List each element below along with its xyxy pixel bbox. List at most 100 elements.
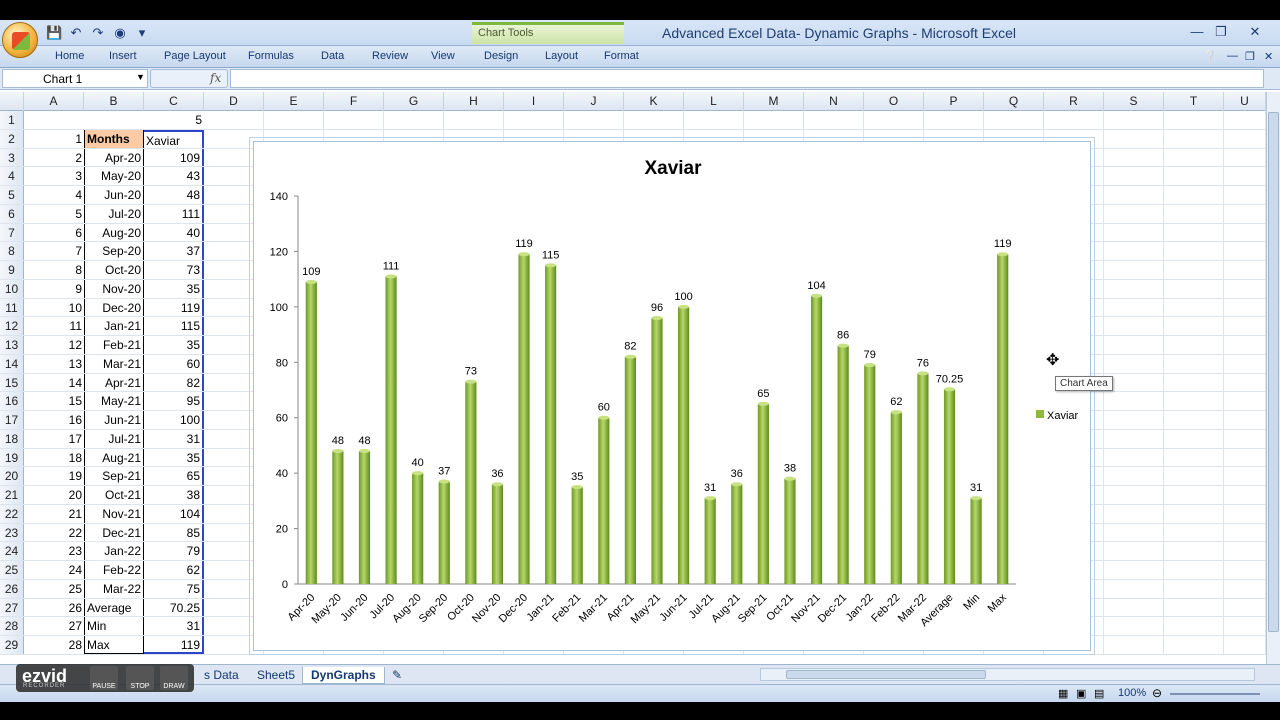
cell-index[interactable]: 16 <box>68 413 82 427</box>
cell-index[interactable]: 7 <box>75 244 82 259</box>
cell-month[interactable]: Nov-21 <box>84 504 144 523</box>
row-header[interactable]: 26 <box>0 579 24 598</box>
cell-a2[interactable]: 1 <box>75 131 82 146</box>
cell-value[interactable]: 31 <box>144 429 204 448</box>
page-layout-view-icon[interactable]: ▣ <box>1076 688 1087 700</box>
vertical-scrollbar[interactable] <box>1266 92 1280 664</box>
row-header[interactable]: 2 <box>0 129 24 148</box>
column-header[interactable]: Q <box>984 92 1044 111</box>
cell-index[interactable]: 20 <box>68 488 82 502</box>
cell-value[interactable]: 35 <box>144 448 204 467</box>
tab-data[interactable]: Data <box>321 50 345 62</box>
insert-function-icon[interactable]: fx <box>210 71 222 85</box>
cell-value[interactable]: 115 <box>144 317 204 335</box>
row-header[interactable]: 17 <box>0 411 24 429</box>
column-header[interactable]: M <box>744 92 804 111</box>
cell-value[interactable]: 95 <box>144 392 204 410</box>
normal-view-icon[interactable]: ▦ <box>1058 688 1069 700</box>
cell-index[interactable]: 10 <box>68 300 82 315</box>
cell-month[interactable]: Jul-21 <box>84 429 144 448</box>
sheet-tab-dyngraphs[interactable]: DynGraphs <box>302 667 385 684</box>
restore-window-icon[interactable]: ❐ <box>1215 24 1227 39</box>
zoom-level[interactable]: 100% <box>1118 687 1147 699</box>
cell-index[interactable]: 22 <box>68 525 82 540</box>
cell-value[interactable]: 119 <box>144 636 204 654</box>
cell-value[interactable]: 82 <box>144 373 204 392</box>
row-header[interactable]: 15 <box>0 373 24 392</box>
row-header[interactable]: 10 <box>0 279 24 298</box>
column-header[interactable]: H <box>444 92 504 111</box>
cell-month[interactable]: Sep-20 <box>84 242 144 260</box>
row-header[interactable]: 27 <box>0 598 24 617</box>
column-header[interactable]: K <box>624 92 684 111</box>
cell-value[interactable]: 62 <box>144 561 204 579</box>
row-header[interactable]: 7 <box>0 223 24 242</box>
cell-month[interactable]: May-20 <box>84 167 144 185</box>
row-header[interactable]: 18 <box>0 429 24 448</box>
cell-index[interactable]: 5 <box>75 206 82 221</box>
column-header[interactable]: R <box>1044 92 1104 111</box>
row-header[interactable]: 8 <box>0 242 24 260</box>
cell-month[interactable]: Aug-20 <box>84 223 144 242</box>
column-header[interactable]: D <box>204 92 264 111</box>
row-header[interactable]: 28 <box>0 617 24 635</box>
help-icon[interactable]: ❔ <box>1203 51 1217 63</box>
chart-area[interactable]: Xaviar 0 20 40 60 80 100 120 140 109 Apr-20 48 May-2… <box>253 141 1091 651</box>
cell-month[interactable]: Min <box>84 617 144 635</box>
office-button[interactable] <box>2 22 38 58</box>
cell-month[interactable]: Feb-21 <box>84 336 144 354</box>
row-header[interactable]: 13 <box>0 336 24 354</box>
cell-value[interactable]: 75 <box>144 579 204 598</box>
cell-month[interactable]: Mar-22 <box>84 579 144 598</box>
cell-index[interactable]: 21 <box>68 506 82 521</box>
cell-value[interactable]: 43 <box>144 167 204 185</box>
cell-value[interactable]: 60 <box>144 354 204 373</box>
zoom-out-icon[interactable]: ⊖ <box>1152 686 1163 700</box>
pause-button[interactable]: PAUSE <box>90 666 118 690</box>
column-header[interactable]: F <box>324 92 384 111</box>
column-header[interactable]: J <box>564 92 624 111</box>
cell-month[interactable]: May-21 <box>84 392 144 410</box>
column-chart[interactable]: Xaviar020406080100120140109Apr-2048May-2… <box>254 142 1092 652</box>
cell-month[interactable]: Dec-21 <box>84 523 144 542</box>
cell-index[interactable]: 19 <box>68 469 82 484</box>
cell-month[interactable]: Mar-21 <box>84 354 144 373</box>
column-header[interactable]: N <box>804 92 864 111</box>
column-header[interactable]: T <box>1164 92 1224 111</box>
cell-index[interactable]: 6 <box>75 225 82 240</box>
tab-insert[interactable]: Insert <box>109 50 137 62</box>
formula-input[interactable] <box>230 69 1264 88</box>
cell-value[interactable]: 31 <box>144 617 204 635</box>
row-header[interactable]: 14 <box>0 354 24 373</box>
row-header[interactable]: 11 <box>0 298 24 317</box>
cell-month[interactable]: Average <box>84 598 144 617</box>
ribbon-restore-icon[interactable]: ❐ <box>1245 51 1255 63</box>
close-window-icon[interactable]: ✕ <box>1249 24 1261 39</box>
cell-month[interactable]: Apr-21 <box>84 373 144 392</box>
cell-value[interactable]: 65 <box>144 467 204 485</box>
cell-index[interactable]: 2 <box>75 150 82 165</box>
row-header[interactable]: 9 <box>0 261 24 279</box>
cell-index[interactable]: 12 <box>68 338 82 352</box>
cell-month[interactable]: Oct-20 <box>84 261 144 279</box>
cell-value[interactable]: 119 <box>144 298 204 317</box>
horizontal-scrollbar[interactable] <box>760 668 1255 681</box>
cell-value[interactable]: 48 <box>144 186 204 204</box>
column-header[interactable]: P <box>924 92 984 111</box>
cell-index[interactable]: 3 <box>75 169 82 184</box>
row-header[interactable]: 4 <box>0 167 24 185</box>
column-header[interactable]: C <box>144 92 204 111</box>
cell-value[interactable]: 73 <box>144 261 204 279</box>
ribbon-close-icon[interactable]: ✕ <box>1264 51 1274 63</box>
cell-index[interactable]: 9 <box>75 281 82 296</box>
months-header-cell[interactable]: Months <box>84 129 144 148</box>
cell-month[interactable]: Max <box>84 636 144 654</box>
customize-qat-icon[interactable]: ▾ <box>138 25 146 40</box>
column-header[interactable]: I <box>504 92 564 111</box>
vertical-scroll-thumb[interactable] <box>1268 112 1279 632</box>
row-header[interactable]: 3 <box>0 148 24 167</box>
tab-view[interactable]: View <box>431 50 455 62</box>
column-header[interactable]: U <box>1224 92 1266 111</box>
cell-index[interactable]: 24 <box>68 563 82 577</box>
row-header[interactable]: 5 <box>0 186 24 204</box>
